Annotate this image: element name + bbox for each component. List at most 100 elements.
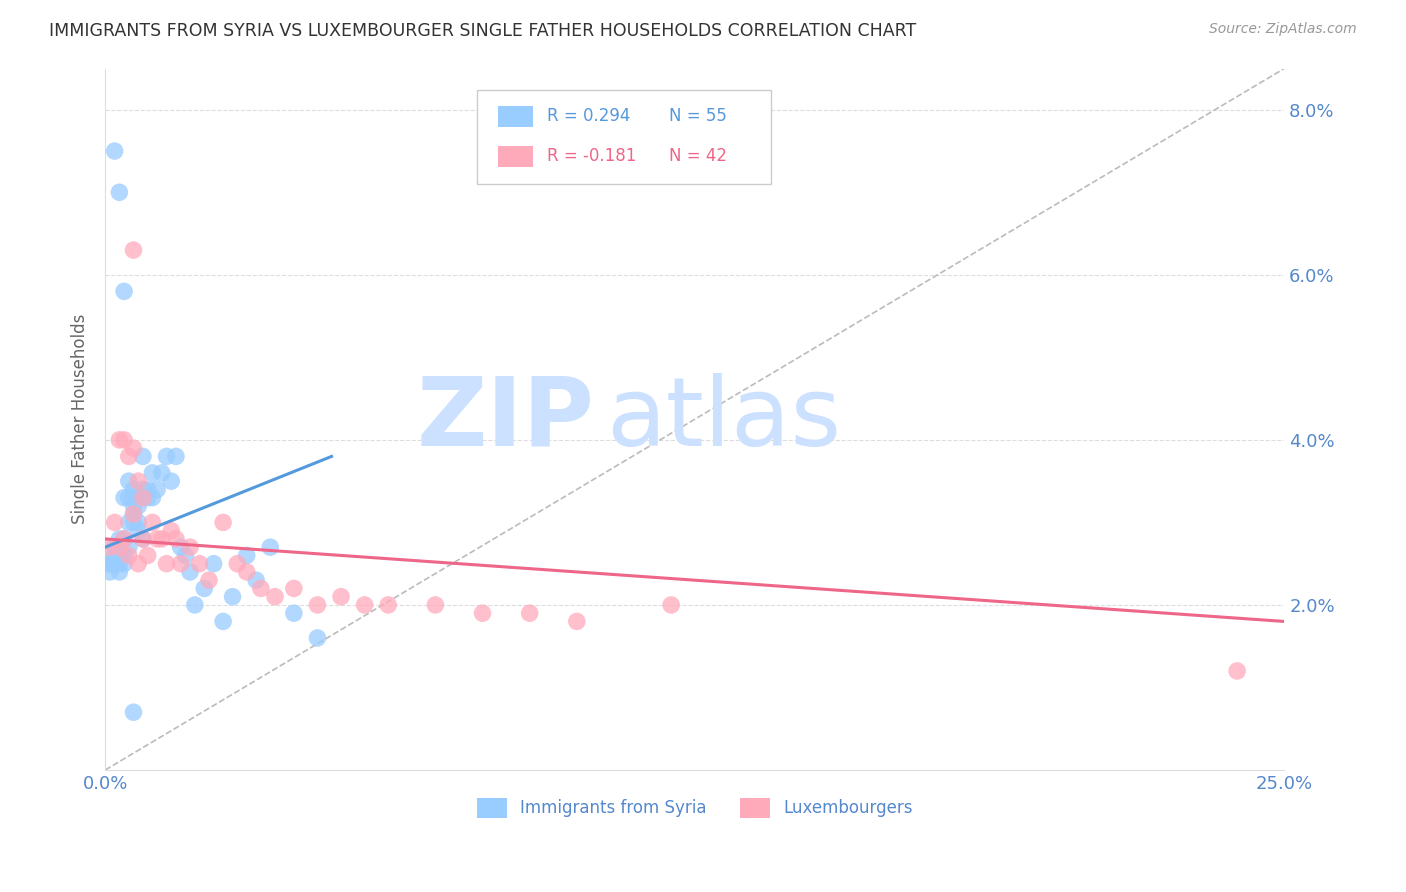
Point: [132, 491, 155, 505]
Point: [104, 144, 127, 158]
Point: [122, 483, 145, 497]
Point: [212, 516, 235, 530]
Point: [108, 557, 131, 571]
Point: [146, 483, 169, 497]
Text: R = -0.181: R = -0.181: [547, 147, 637, 165]
Point: [127, 499, 149, 513]
Point: [112, 532, 135, 546]
Point: [127, 516, 149, 530]
Point: [108, 186, 131, 200]
Point: [118, 540, 141, 554]
Point: [118, 491, 141, 505]
Point: [179, 540, 201, 554]
Point: [141, 466, 163, 480]
Point: [97, 557, 120, 571]
Point: [104, 557, 127, 571]
Point: [155, 557, 177, 571]
Point: [98, 565, 121, 579]
Point: [170, 557, 193, 571]
Point: [127, 557, 149, 571]
Point: [112, 532, 135, 546]
Point: [132, 532, 155, 546]
Point: [122, 499, 145, 513]
Point: [98, 540, 121, 554]
Point: [307, 631, 329, 645]
Point: [283, 606, 305, 620]
Point: [108, 532, 131, 546]
Point: [425, 598, 447, 612]
Point: [330, 590, 353, 604]
Point: [132, 532, 155, 546]
Point: [283, 582, 305, 596]
Point: [264, 590, 287, 604]
Point: [127, 524, 149, 538]
Point: [202, 557, 225, 571]
Point: [122, 441, 145, 455]
Point: [122, 507, 145, 521]
Point: [377, 598, 399, 612]
Point: [112, 549, 135, 563]
Point: [118, 474, 141, 488]
Point: [112, 557, 135, 571]
Text: IMMIGRANTS FROM SYRIA VS LUXEMBOURGER SINGLE FATHER HOUSEHOLDS CORRELATION CHART: IMMIGRANTS FROM SYRIA VS LUXEMBOURGER SI…: [49, 22, 917, 40]
Legend: Immigrants from Syria, Luxembourgers: Immigrants from Syria, Luxembourgers: [470, 791, 920, 825]
Point: [122, 516, 145, 530]
Point: [250, 582, 273, 596]
Point: [226, 557, 249, 571]
Point: [122, 243, 145, 257]
Bar: [498, 145, 533, 167]
Point: [127, 474, 149, 488]
Point: [307, 598, 329, 612]
Point: [188, 557, 211, 571]
Point: [104, 516, 127, 530]
Text: N = 42: N = 42: [669, 147, 727, 165]
Point: [108, 565, 131, 579]
Point: [104, 549, 127, 563]
Point: [108, 549, 131, 563]
Text: ZIP: ZIP: [416, 373, 595, 466]
Point: [1226, 664, 1249, 678]
Text: N = 55: N = 55: [669, 107, 727, 125]
Point: [165, 532, 187, 546]
Point: [112, 285, 135, 299]
Point: [112, 433, 135, 447]
Point: [519, 606, 541, 620]
Point: [235, 549, 257, 563]
Point: [193, 582, 215, 596]
Point: [165, 450, 187, 464]
Point: [150, 532, 173, 546]
Point: [150, 466, 173, 480]
Point: [112, 491, 135, 505]
Point: [565, 615, 588, 629]
Point: [146, 532, 169, 546]
Point: [132, 450, 155, 464]
Y-axis label: Single Father Households: Single Father Households: [72, 314, 89, 524]
Point: [122, 507, 145, 521]
Point: [122, 705, 145, 719]
Point: [141, 491, 163, 505]
Point: [101, 557, 124, 571]
Point: [132, 483, 155, 497]
Point: [353, 598, 375, 612]
Text: atlas: atlas: [606, 373, 841, 466]
Point: [259, 540, 281, 554]
Point: [118, 516, 141, 530]
Point: [118, 549, 141, 563]
FancyBboxPatch shape: [477, 89, 772, 185]
Point: [136, 483, 159, 497]
Point: [198, 573, 221, 587]
Point: [471, 606, 494, 620]
Text: R = 0.294: R = 0.294: [547, 107, 631, 125]
Point: [659, 598, 682, 612]
Point: [136, 491, 159, 505]
Point: [174, 549, 197, 563]
Point: [104, 540, 127, 554]
Point: [108, 433, 131, 447]
Point: [118, 450, 141, 464]
Point: [122, 491, 145, 505]
Point: [212, 615, 235, 629]
Point: [160, 474, 183, 488]
Point: [221, 590, 243, 604]
Point: [136, 549, 159, 563]
Point: [179, 565, 201, 579]
